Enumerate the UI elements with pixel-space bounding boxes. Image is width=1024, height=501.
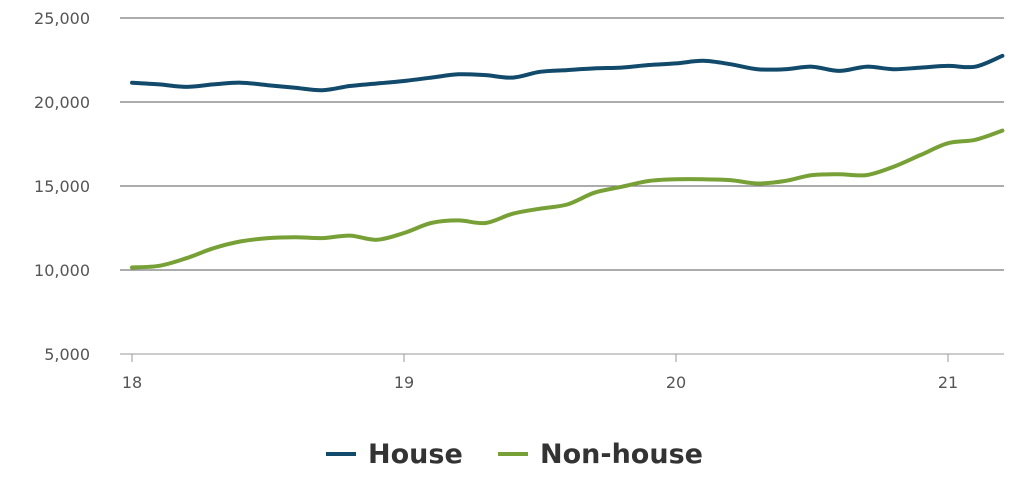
x-tick-label: 20 xyxy=(666,373,686,392)
y-tick-label: 25,000 xyxy=(34,9,90,28)
y-tick-label: 20,000 xyxy=(34,93,90,112)
y-tick-label: 5,000 xyxy=(44,345,90,364)
x-tick-label: 21 xyxy=(938,373,958,392)
y-tick-labels: 5,000 10,000 15,000 20,000 25,000 xyxy=(34,9,90,364)
legend-item: House xyxy=(326,439,463,470)
y-tick-label: 10,000 xyxy=(34,261,90,280)
x-tick-labels: 18 19 20 21 xyxy=(122,373,958,392)
series-line-1 xyxy=(130,128,1005,270)
y-tick-label: 15,000 xyxy=(34,177,90,196)
legend-label: House xyxy=(368,439,463,470)
legend: House Non-house xyxy=(326,439,703,470)
gridlines xyxy=(120,17,1004,355)
legend-label: Non-house xyxy=(540,439,703,470)
x-tick-label: 19 xyxy=(394,373,414,392)
legend-item: Non-house xyxy=(498,439,703,470)
x-tick-label: 18 xyxy=(122,373,142,392)
series-lines xyxy=(130,53,1005,270)
x-axis xyxy=(131,354,949,362)
series-line-0 xyxy=(130,53,1005,93)
